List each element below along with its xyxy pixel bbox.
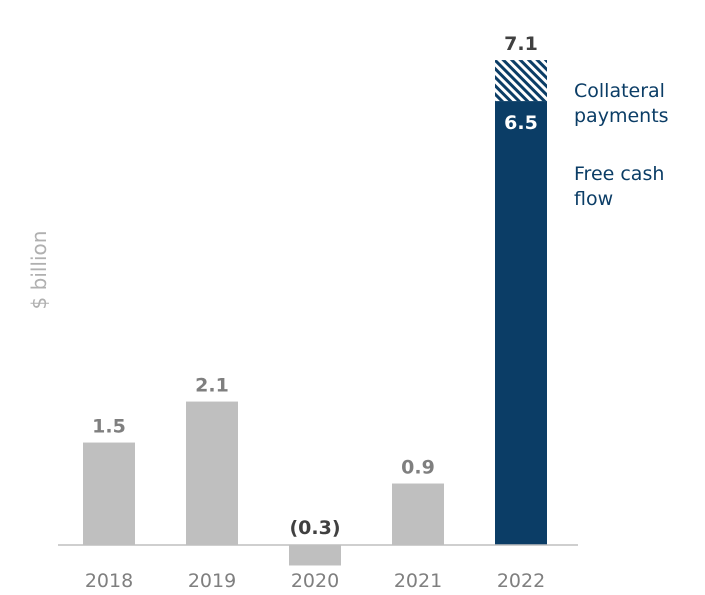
x-tick-2022: 2022 [497, 570, 545, 592]
value-label-2021: 0.9 [401, 457, 435, 479]
legend-label-line: Collateral [574, 80, 665, 102]
value-label-2018: 1.5 [92, 416, 126, 438]
value-label-2020: (0.3) [289, 517, 340, 539]
value-label-2019: 2.1 [195, 375, 229, 397]
bar-2020 [289, 545, 341, 566]
y-axis-title: $ billion [27, 231, 51, 310]
bar-2018 [83, 442, 135, 545]
value-label-2022: 6.5 [504, 112, 538, 134]
x-tick-2020: 2020 [291, 570, 339, 592]
legend-label-line: Free cash [574, 163, 664, 185]
legend-label-line: payments [574, 105, 669, 127]
legend-item-free-cash-flow: Free cash flow [574, 163, 664, 210]
x-tick-2018: 2018 [85, 570, 133, 592]
bar-2019 [186, 401, 238, 545]
bar-collateral-2022 [495, 60, 547, 102]
legend-item-collateral-payments: Collateral payments [574, 80, 669, 127]
x-tick-2019: 2019 [188, 570, 236, 592]
legend-label-line: flow [574, 188, 613, 210]
total-label-2022: 7.1 [504, 33, 538, 55]
bar-2022 [495, 101, 547, 546]
x-tick-2021: 2021 [394, 570, 442, 592]
bar-2021 [392, 483, 444, 545]
